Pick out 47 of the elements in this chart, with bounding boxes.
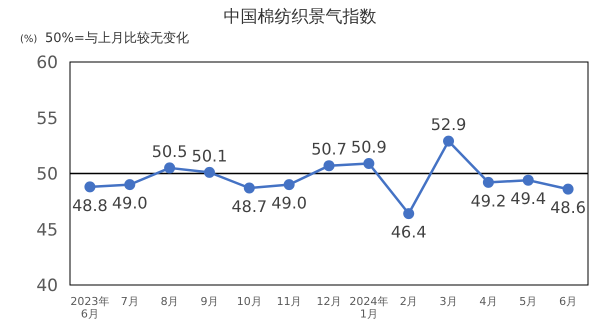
x-tick-label: 8月 bbox=[160, 295, 179, 308]
point bbox=[284, 179, 295, 190]
x-tick-label: 2024年 1月 bbox=[349, 295, 388, 321]
data-label: 50.7 bbox=[311, 140, 347, 159]
point bbox=[84, 181, 96, 192]
y-tick-label: 50 bbox=[36, 164, 58, 184]
point bbox=[443, 136, 454, 147]
point bbox=[522, 174, 534, 186]
data-label: 48.7 bbox=[231, 196, 268, 216]
point bbox=[204, 166, 215, 178]
point bbox=[124, 179, 136, 190]
x-tick-label: 3月 bbox=[440, 295, 458, 308]
data-label: 49.0 bbox=[112, 194, 148, 213]
x-tick-label: 6月 bbox=[559, 295, 578, 308]
point bbox=[403, 208, 414, 220]
data-label: 50.9 bbox=[351, 137, 387, 156]
point bbox=[482, 176, 494, 188]
x-tick-label: 9月 bbox=[200, 295, 218, 308]
data-label: 50.1 bbox=[192, 146, 228, 166]
y-tick-label: 60 bbox=[36, 53, 58, 73]
text: (%) bbox=[20, 34, 38, 45]
data-label: 46.4 bbox=[390, 222, 427, 242]
data-label: 49.0 bbox=[271, 194, 307, 213]
data-label: 49.4 bbox=[510, 189, 546, 208]
x-tick-label: 7月 bbox=[120, 295, 139, 308]
point bbox=[244, 182, 255, 194]
point bbox=[562, 184, 574, 195]
y-tick-label: 40 bbox=[36, 276, 58, 296]
point bbox=[324, 160, 334, 172]
y-tick-label: 55 bbox=[36, 108, 58, 129]
data-label: 48.6 bbox=[550, 198, 586, 218]
x-tick-label: 11月 bbox=[276, 295, 302, 308]
x-tick-label: 2月 bbox=[400, 295, 418, 308]
data-label: 52.9 bbox=[430, 115, 466, 134]
text: 50%=与上月比较无变化 bbox=[45, 31, 189, 46]
x-tick-label: 4月 bbox=[479, 295, 498, 308]
x-tick-label: 2023年 6月 bbox=[70, 295, 110, 321]
chart-title: 中国棉纺织景气指数 bbox=[224, 7, 376, 27]
x-tick-label: 12月 bbox=[316, 295, 342, 308]
x-tick-label: 5月 bbox=[519, 295, 538, 308]
data-label: 48.8 bbox=[72, 196, 108, 215]
data-label: 50.5 bbox=[152, 142, 188, 161]
point bbox=[363, 158, 374, 169]
data-label: 49.2 bbox=[470, 191, 506, 210]
point bbox=[164, 162, 176, 174]
x-tick-label: 10月 bbox=[236, 295, 262, 308]
y-tick-label: 45 bbox=[36, 220, 58, 240]
